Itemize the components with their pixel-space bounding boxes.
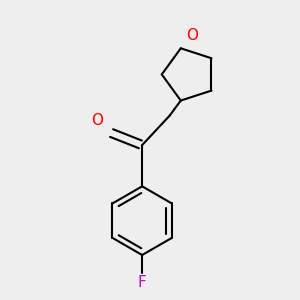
- Text: F: F: [138, 274, 146, 290]
- Text: O: O: [186, 28, 198, 44]
- Text: O: O: [91, 113, 103, 128]
